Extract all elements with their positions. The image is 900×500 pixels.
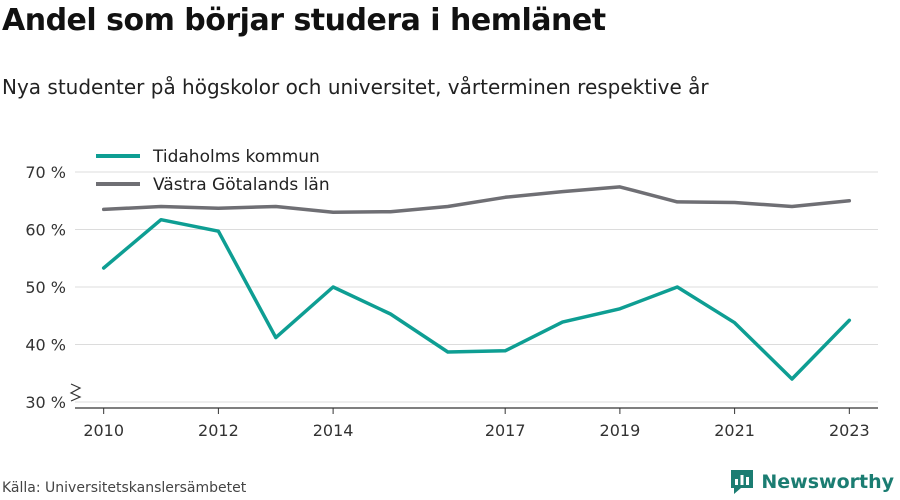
x-tick-label: 2012 xyxy=(198,421,239,440)
source-note: Källa: Universitetskanslersämbetet xyxy=(2,480,247,496)
x-tick-label: 2019 xyxy=(600,421,641,440)
legend-label-0: Tidaholms kommun xyxy=(152,147,320,167)
chart-title: Andel som börjar studera i hemlänet xyxy=(2,3,606,38)
chart-subtitle: Nya studenter på högskolor och universit… xyxy=(2,75,709,99)
y-tick-label: 60 % xyxy=(25,221,66,240)
x-tick-label: 2017 xyxy=(485,421,526,440)
brand-logo: Newsworthy xyxy=(729,467,894,497)
x-tick-label: 2023 xyxy=(829,421,870,440)
x-tick-label: 2010 xyxy=(83,421,124,440)
y-tick-label: 40 % xyxy=(25,336,66,355)
axis-break-icon xyxy=(69,383,82,402)
brand-name: Newsworthy xyxy=(761,471,894,493)
newsworthy-logo-icon xyxy=(731,470,754,494)
series-line-0 xyxy=(101,217,852,381)
y-tick-label: 70 % xyxy=(25,163,66,182)
y-tick-label: 30 % xyxy=(25,393,66,412)
y-tick-label: 50 % xyxy=(25,278,66,297)
x-tick-label: 2014 xyxy=(313,421,354,440)
series-line-1 xyxy=(101,185,852,215)
x-tick-label: 2021 xyxy=(714,421,755,440)
line-chart: 30 % 40 % 50 % 60 % 70 % 2010 2012 2014 2017 2019… xyxy=(25,147,878,440)
legend-label-1: Västra Götalands län xyxy=(153,175,330,195)
